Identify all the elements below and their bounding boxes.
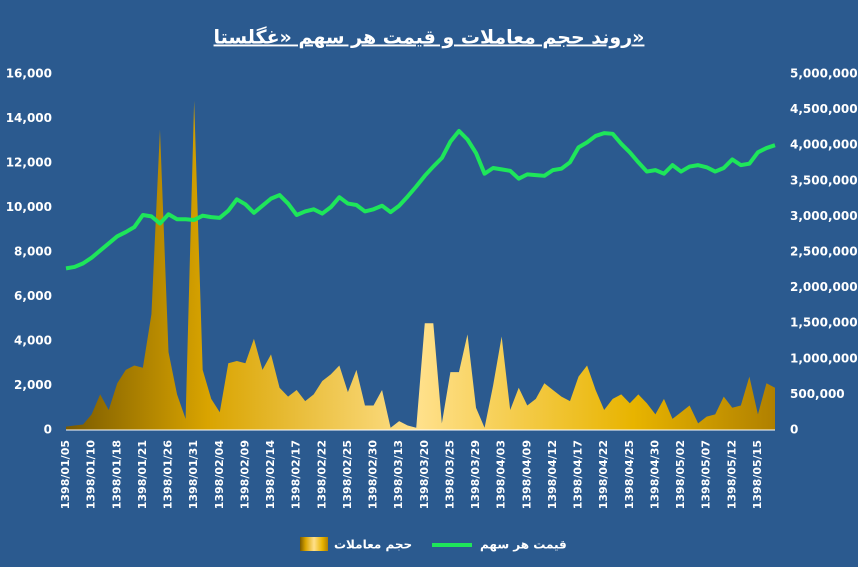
x-tick-label: 1398/05/15 — [751, 440, 764, 509]
x-tick-label: 1398/03/13 — [392, 440, 405, 509]
legend-label: حجم معاملات — [334, 538, 412, 552]
x-tick-label: 1398/04/09 — [520, 440, 533, 509]
x-tick-label: 1398/02/09 — [238, 440, 251, 509]
x-tick-label: 1398/04/30 — [648, 440, 661, 510]
price-line — [65, 128, 776, 271]
x-tick-label: 1398/02/25 — [341, 440, 354, 509]
y-tick-label: 14,000 — [6, 111, 52, 125]
x-tick-label: 1398/01/26 — [162, 440, 175, 510]
x-tick-label: 1398/01/21 — [136, 440, 149, 509]
x-tick-label: 1398/02/17 — [290, 440, 303, 509]
x-tick-label: 1398/01/18 — [110, 440, 123, 509]
legend-swatch — [300, 537, 328, 551]
y2-tick-label: 5,000,000 — [790, 67, 858, 81]
y2-tick-label: 0 — [790, 423, 798, 437]
x-tick-label: 1398/03/25 — [443, 440, 456, 509]
x-tick-label: 1398/05/02 — [674, 440, 687, 509]
x-tick-label: 1398/04/22 — [597, 440, 610, 509]
x-tick-label: 1398/01/10 — [85, 440, 98, 510]
y-tick-label: 10,000 — [6, 200, 52, 214]
x-tick-label: 1398/03/29 — [469, 440, 482, 509]
y2-tick-label: 4,000,000 — [790, 138, 858, 152]
y2-tick-label: 3,500,000 — [790, 173, 858, 187]
chart-title: روند حجم معاملات و قیمت هر سهم «غگلستا» — [214, 26, 645, 49]
y-tick-label: 8,000 — [14, 245, 52, 259]
y2-tick-label: 2,000,000 — [790, 280, 858, 294]
volume-area — [66, 100, 775, 430]
legend-label: قیمت هر سهم — [480, 538, 567, 552]
x-tick-label: 1398/02/22 — [315, 440, 328, 509]
x-tick-label: 1398/04/12 — [546, 440, 559, 509]
x-tick-label: 1398/02/14 — [264, 440, 277, 510]
y2-tick-label: 500,000 — [790, 387, 845, 401]
x-tick-label: 1398/01/31 — [187, 440, 200, 509]
y2-tick-label: 1,000,000 — [790, 351, 858, 365]
y2-tick-label: 4,500,000 — [790, 102, 858, 116]
y2-tick-label: 2,500,000 — [790, 245, 858, 259]
y2-tick-label: 3,000,000 — [790, 209, 858, 223]
x-tick-label: 1398/05/12 — [725, 440, 738, 509]
x-tick-label: 1398/04/17 — [572, 440, 585, 509]
y-tick-label: 6,000 — [14, 289, 52, 303]
y-tick-label: 4,000 — [14, 334, 52, 348]
x-tick-label: 1398/05/07 — [700, 440, 713, 509]
y-tick-label: 16,000 — [6, 67, 52, 81]
y-tick-label: 12,000 — [6, 156, 52, 170]
x-tick-label: 1398/02/30 — [367, 440, 380, 510]
y-tick-label: 0 — [44, 423, 52, 437]
x-tick-label: 1398/03/20 — [418, 440, 431, 510]
x-tick-label: 1398/04/03 — [495, 440, 508, 509]
y2-tick-label: 1,500,000 — [790, 316, 858, 330]
x-tick-label: 1398/01/05 — [59, 440, 72, 509]
x-tick-label: 1398/04/25 — [623, 440, 636, 509]
y-tick-label: 2,000 — [14, 378, 52, 392]
x-tick-label: 1398/02/04 — [213, 440, 226, 510]
